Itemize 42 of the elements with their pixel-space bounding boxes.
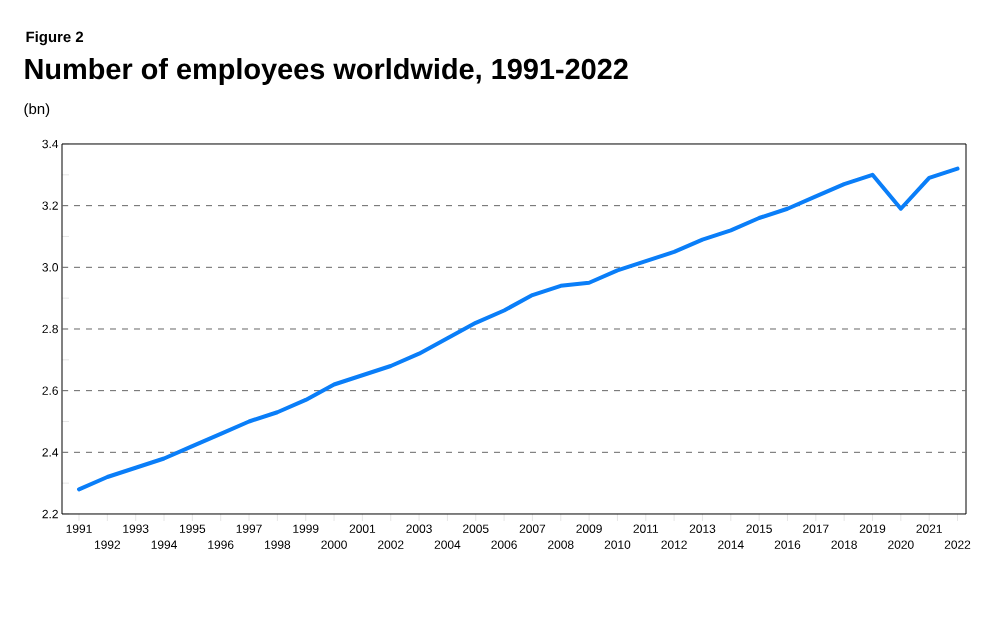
x-tick-label: 1991 <box>66 524 92 533</box>
y-tick-label: 2.4 <box>42 448 59 457</box>
x-tick-label: 2007 <box>519 524 546 533</box>
y-tick-label: 2.6 <box>42 386 58 395</box>
y-tick-label: 2.8 <box>42 324 58 334</box>
y-tick-label: 2.2 <box>42 509 58 519</box>
y-tick-label: 3.4 <box>42 139 59 149</box>
y-tick-label: 3.0 <box>42 263 59 272</box>
x-tick-label: 1992 <box>94 540 121 549</box>
x-tick-label: 2004 <box>434 540 461 549</box>
x-tick-label: 1996 <box>208 540 234 549</box>
x-tick-label: 2016 <box>774 540 801 549</box>
x-tick-label: 2019 <box>859 524 886 533</box>
x-tick-label: 2013 <box>689 524 716 533</box>
x-tick-label: 1997 <box>236 524 262 533</box>
x-tick-label: 2011 <box>633 524 659 533</box>
x-tick-label: 2022 <box>944 540 971 549</box>
x-tick-label: 2017 <box>803 524 829 533</box>
x-tick-label: 2015 <box>746 524 772 533</box>
y-axis-title: (bn) <box>24 103 50 118</box>
x-tick-label: 1998 <box>264 540 291 549</box>
x-tick-label: 2005 <box>463 524 489 533</box>
chart-title: Number of employees worldwide, 1991-2022 <box>25 58 628 85</box>
x-tick-label: 2009 <box>576 524 602 533</box>
x-tick-label: 2002 <box>378 540 404 549</box>
x-tick-label: 2021 <box>916 524 942 533</box>
x-tick-label: 1999 <box>293 524 319 533</box>
x-tick-label: 2008 <box>548 540 574 549</box>
x-tick-label: 2018 <box>831 540 857 549</box>
y-tick-label: 3.2 <box>42 201 58 210</box>
x-tick-label: 2000 <box>321 540 347 549</box>
x-tick-label: 2001 <box>349 524 376 533</box>
x-tick-label: 2003 <box>406 524 432 533</box>
x-tick-label: 2010 <box>604 540 631 549</box>
x-tick-label: 2020 <box>888 540 914 549</box>
caption: Figure 2 <box>26 31 84 46</box>
x-tick-label: 1993 <box>123 524 149 533</box>
x-tick-label: 2014 <box>718 540 744 549</box>
x-tick-label: 2012 <box>661 540 687 549</box>
x-tick-label: 1995 <box>179 524 206 533</box>
x-tick-label: 1994 <box>151 540 177 549</box>
x-tick-label: 2006 <box>491 540 517 549</box>
